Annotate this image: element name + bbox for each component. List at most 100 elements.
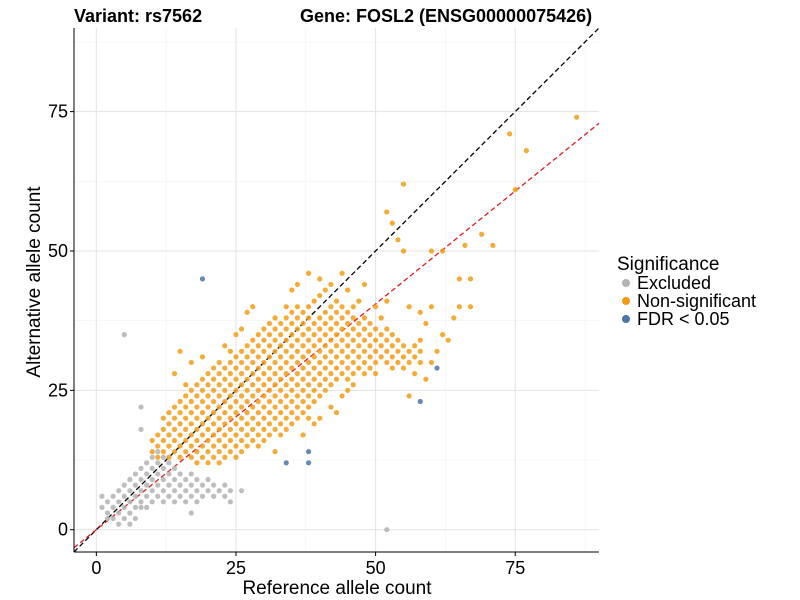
point-non-significant (238, 449, 245, 455)
point-non-significant (227, 426, 233, 432)
point-non-significant (278, 410, 284, 416)
point-non-significant (311, 398, 317, 405)
point-non-significant (373, 337, 379, 343)
point-non-significant (328, 315, 334, 321)
point-fdr-0-05 (417, 398, 423, 405)
point-non-significant (283, 404, 289, 410)
point-non-significant (272, 426, 278, 432)
point-non-significant (395, 237, 401, 243)
point-non-significant (261, 326, 267, 332)
point-non-significant (244, 343, 250, 349)
point-non-significant (451, 315, 457, 321)
point-non-significant (305, 348, 312, 354)
point-non-significant (345, 376, 351, 382)
point-non-significant (222, 387, 228, 393)
point-excluded (166, 482, 172, 488)
point-non-significant (171, 437, 178, 444)
point-non-significant (523, 148, 529, 154)
point-non-significant (339, 371, 345, 377)
point-excluded (188, 510, 194, 516)
point-non-significant (199, 432, 206, 438)
point-non-significant (244, 309, 250, 315)
point-non-significant (238, 359, 245, 366)
point-non-significant (250, 404, 256, 410)
point-non-significant (400, 181, 407, 187)
point-non-significant (255, 365, 261, 371)
point-non-significant (467, 304, 474, 310)
point-non-significant (244, 432, 250, 438)
point-excluded (144, 471, 150, 477)
point-excluded (155, 460, 161, 466)
data-points (99, 114, 580, 533)
title-gene: Gene: FOSL2 (ENSG00000075426) (300, 6, 592, 26)
point-non-significant (244, 443, 250, 449)
point-non-significant (289, 398, 295, 405)
point-non-significant (194, 404, 200, 410)
point-non-significant (261, 393, 267, 399)
point-excluded (138, 488, 144, 494)
point-non-significant (183, 404, 189, 410)
point-non-significant (440, 332, 446, 338)
point-non-significant (322, 376, 328, 382)
point-non-significant (155, 443, 161, 449)
point-non-significant (211, 410, 217, 416)
point-non-significant (227, 348, 233, 354)
point-non-significant (361, 281, 368, 288)
point-non-significant (311, 387, 317, 393)
point-non-significant (317, 292, 323, 299)
point-non-significant (278, 398, 284, 405)
point-non-significant (266, 421, 273, 427)
point-non-significant (289, 332, 295, 338)
point-non-significant (199, 454, 206, 460)
point-non-significant (250, 437, 256, 444)
point-non-significant (266, 320, 273, 327)
point-non-significant (272, 404, 278, 410)
point-non-significant (171, 449, 178, 455)
point-non-significant (233, 332, 239, 338)
point-non-significant (278, 376, 284, 382)
point-excluded (166, 471, 172, 477)
point-non-significant (227, 415, 233, 421)
point-non-significant (406, 348, 412, 354)
point-fdr-0-05 (434, 365, 440, 371)
point-excluded (227, 488, 233, 494)
point-non-significant (311, 376, 317, 382)
point-non-significant (199, 354, 206, 360)
point-non-significant (194, 437, 200, 444)
point-non-significant (199, 398, 206, 405)
point-excluded (138, 404, 144, 410)
point-excluded (132, 515, 139, 522)
point-non-significant (244, 354, 250, 360)
point-non-significant (356, 343, 362, 349)
point-non-significant (311, 320, 317, 327)
point-excluded (138, 465, 144, 471)
point-non-significant (311, 343, 317, 349)
point-excluded (160, 488, 166, 494)
point-non-significant (171, 404, 178, 410)
point-non-significant (294, 371, 300, 377)
point-excluded (138, 499, 144, 505)
point-non-significant (322, 343, 328, 349)
point-excluded (238, 488, 245, 494)
point-non-significant (188, 432, 194, 438)
point-non-significant (205, 371, 211, 377)
point-excluded (171, 499, 178, 505)
point-non-significant (294, 304, 300, 310)
point-non-significant (266, 410, 273, 416)
point-non-significant (272, 348, 278, 354)
point-non-significant (199, 387, 206, 393)
point-non-significant (250, 382, 256, 388)
point-non-significant (339, 348, 345, 354)
point-non-significant (317, 315, 323, 321)
point-excluded (166, 493, 172, 499)
point-non-significant (467, 276, 474, 282)
point-excluded (138, 476, 144, 483)
point-non-significant (211, 365, 217, 371)
point-non-significant (305, 315, 312, 321)
point-non-significant (406, 304, 412, 310)
point-non-significant (244, 421, 250, 427)
point-excluded (99, 493, 105, 499)
point-non-significant (188, 443, 194, 449)
point-non-significant (305, 404, 312, 410)
point-non-significant (227, 371, 233, 377)
